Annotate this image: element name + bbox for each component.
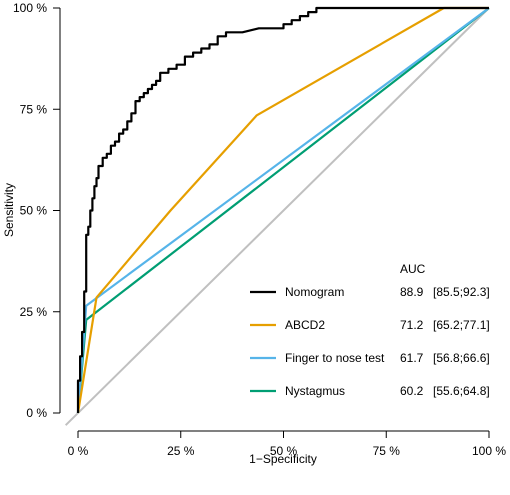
legend-auc-abcd2: 71.2	[400, 318, 424, 332]
reference-diagonal-line	[64, 7, 490, 426]
series-line-nomogram	[76, 6, 489, 413]
legend-header: AUC	[400, 262, 426, 276]
x-axis-title: 1−Specificity	[249, 452, 317, 466]
legend-auc-nystagmus: 60.2	[400, 384, 424, 398]
legend: AUC Nomogram 88.9 [85.5;92.3] ABCD2 71.2 [65.…	[250, 262, 490, 398]
legend-ci-nomogram: [85.5;92.3]	[433, 285, 490, 299]
y-tick-label: 25 %	[20, 305, 48, 319]
x-tick-label: 100 %	[472, 444, 506, 458]
y-tick-label: 75 %	[20, 102, 48, 116]
legend-label-abcd2: ABCD2	[285, 318, 325, 332]
plot-area	[64, 6, 490, 426]
x-tick-label: 75 %	[373, 444, 401, 458]
legend-ci-finger-to-nose-test: [56.8;66.6]	[433, 351, 490, 365]
y-ticks: 0 % 25 % 50 % 75 % 100 %	[13, 1, 60, 420]
x-ticks: 0 % 25 % 50 % 75 % 100 %	[68, 431, 506, 458]
y-tick-label: 100 %	[13, 1, 47, 15]
legend-auc-nomogram: 88.9	[400, 285, 424, 299]
y-tick-label: 0 %	[26, 406, 47, 420]
x-tick-label: 50 %	[270, 444, 298, 458]
x-tick-label: 25 %	[167, 444, 195, 458]
legend-auc-finger-to-nose-test: 61.7	[400, 351, 424, 365]
legend-label-nomogram: Nomogram	[285, 285, 344, 299]
legend-label-finger-to-nose-test: Finger to nose test	[285, 351, 385, 365]
legend-ci-nystagmus: [55.6;64.8]	[433, 384, 490, 398]
y-tick-label: 50 %	[20, 204, 48, 218]
legend-ci-abcd2: [65.2;77.1]	[433, 318, 490, 332]
x-tick-label: 0 %	[68, 444, 89, 458]
y-axis-title: Sensitivity	[2, 183, 16, 237]
legend-label-nystagmus: Nystagmus	[285, 384, 345, 398]
